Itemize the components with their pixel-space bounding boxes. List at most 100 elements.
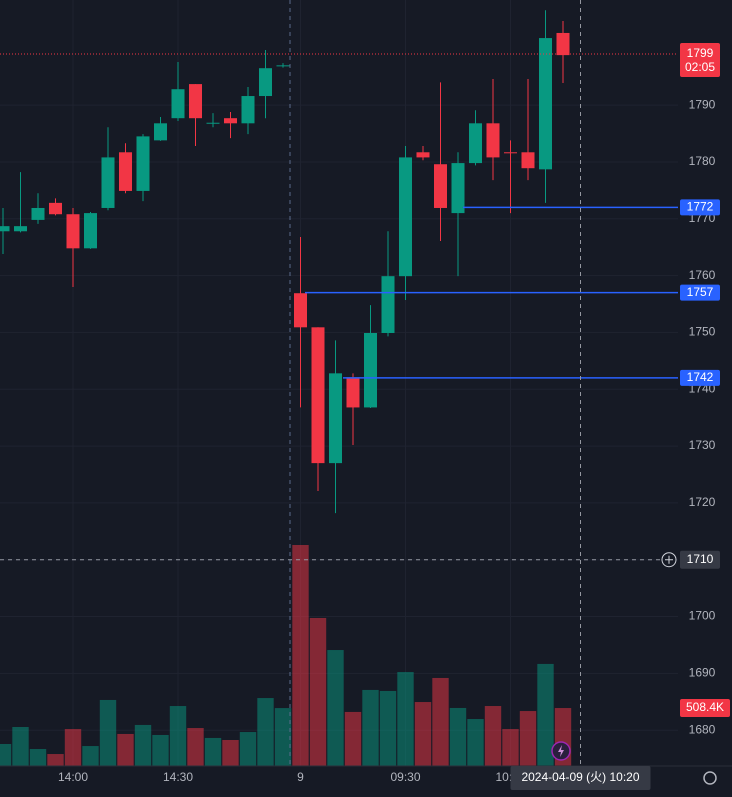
y-tick-label: 1780 (689, 154, 716, 168)
candle-body (504, 152, 517, 154)
volume-bar (537, 663, 554, 766)
candle-body (119, 152, 132, 191)
candle-body (539, 38, 552, 170)
candle-body (346, 377, 360, 408)
last-price-label: 1799 (687, 46, 714, 60)
volume-label: 508.4K (686, 700, 724, 714)
volume-bar (379, 690, 397, 766)
candles (0, 10, 570, 514)
x-tick-label: 14:00 (58, 770, 88, 784)
candle-body (276, 65, 290, 67)
y-tick-label: 1720 (689, 495, 716, 509)
volume-bar (222, 740, 239, 766)
candle-body (469, 123, 482, 164)
candle-body (136, 136, 150, 191)
candle-body (294, 293, 307, 328)
y-tick-label: 1700 (689, 609, 716, 623)
y-tick-label: 1690 (689, 666, 716, 680)
lightning-glyph (558, 745, 564, 757)
candle-body (0, 226, 10, 232)
last-price-box (680, 42, 720, 77)
volume-bar (484, 706, 502, 766)
volume-bar (117, 733, 134, 766)
volume-bar (152, 734, 169, 766)
volume-bar (274, 708, 292, 766)
candle-body (381, 276, 395, 333)
y-tick-label: 1730 (689, 438, 716, 452)
level-label: 1757 (687, 285, 714, 299)
candle-body (101, 157, 115, 208)
volume-bar (239, 732, 257, 766)
plus-glyph (665, 555, 673, 564)
candle-body (451, 163, 465, 214)
volume-label-box (680, 699, 730, 718)
candle-body (49, 202, 62, 215)
overlays (0, 0, 678, 766)
volume-bar (292, 545, 309, 766)
candle-body (434, 164, 447, 208)
crosshair-time-box (510, 766, 651, 790)
candle-body (154, 123, 167, 141)
y-tick-label: 1790 (689, 97, 716, 111)
volume-bar (134, 724, 152, 766)
volume-bar (414, 702, 432, 766)
volume-bar (82, 746, 99, 766)
candle-body (259, 68, 272, 97)
level-box (680, 284, 720, 301)
y-tick-label: 1760 (689, 268, 716, 282)
x-tick-label: 14:30 (163, 770, 193, 784)
volume-bar (397, 672, 414, 766)
x-tick-label: 09:30 (390, 770, 420, 784)
candle-body (206, 122, 220, 124)
volume-bar (467, 719, 484, 766)
level-label: 1742 (687, 370, 714, 384)
candle-body (399, 157, 412, 277)
level-label: 1772 (687, 200, 714, 214)
x-tick-label: 9 (297, 770, 304, 784)
candle-body (329, 373, 342, 464)
volume-bar (0, 743, 12, 766)
volume-bar (12, 727, 29, 766)
candle-body (66, 214, 80, 249)
volume-bar (344, 711, 362, 766)
y-tick-label: 1750 (689, 325, 716, 339)
volume-bar (362, 689, 379, 766)
volume-bar (187, 728, 204, 766)
volume-bar (309, 617, 327, 766)
volume-pane (0, 545, 572, 766)
candle-body (364, 332, 377, 408)
volume-bar (29, 749, 47, 766)
candle-body (311, 327, 325, 464)
candle-body (224, 118, 237, 124)
volume-bar (47, 754, 64, 766)
crosshair-time-label: 2024-04-09 (火) 10:20 (521, 770, 639, 784)
candle-body (416, 152, 430, 158)
candle-body (14, 226, 27, 232)
volume-bar (502, 729, 519, 766)
candle-body (556, 32, 570, 56)
volume-bar (449, 707, 467, 766)
candle-body (84, 213, 97, 249)
crosshair-price-label: 1710 (687, 552, 714, 566)
candle-body (189, 84, 202, 119)
candle-body (521, 152, 535, 169)
crosshair-price-box (680, 550, 720, 569)
volume-bar (169, 706, 187, 766)
volume-bar (327, 650, 344, 766)
candle-body (241, 96, 255, 124)
level-box (680, 369, 720, 386)
volume-bar (519, 711, 537, 766)
candle-body (171, 89, 185, 119)
volume-bar (99, 699, 117, 766)
volume-bar (432, 677, 449, 766)
candle-body (31, 207, 45, 220)
settings-icon[interactable] (703, 771, 717, 785)
volume-bar (204, 737, 222, 766)
level-box (680, 199, 720, 216)
volume-bar (64, 729, 82, 766)
countdown-label: 02:05 (685, 60, 715, 74)
volume-bar (257, 698, 274, 766)
candle-body (486, 123, 500, 158)
y-tick-label: 1680 (689, 722, 716, 736)
